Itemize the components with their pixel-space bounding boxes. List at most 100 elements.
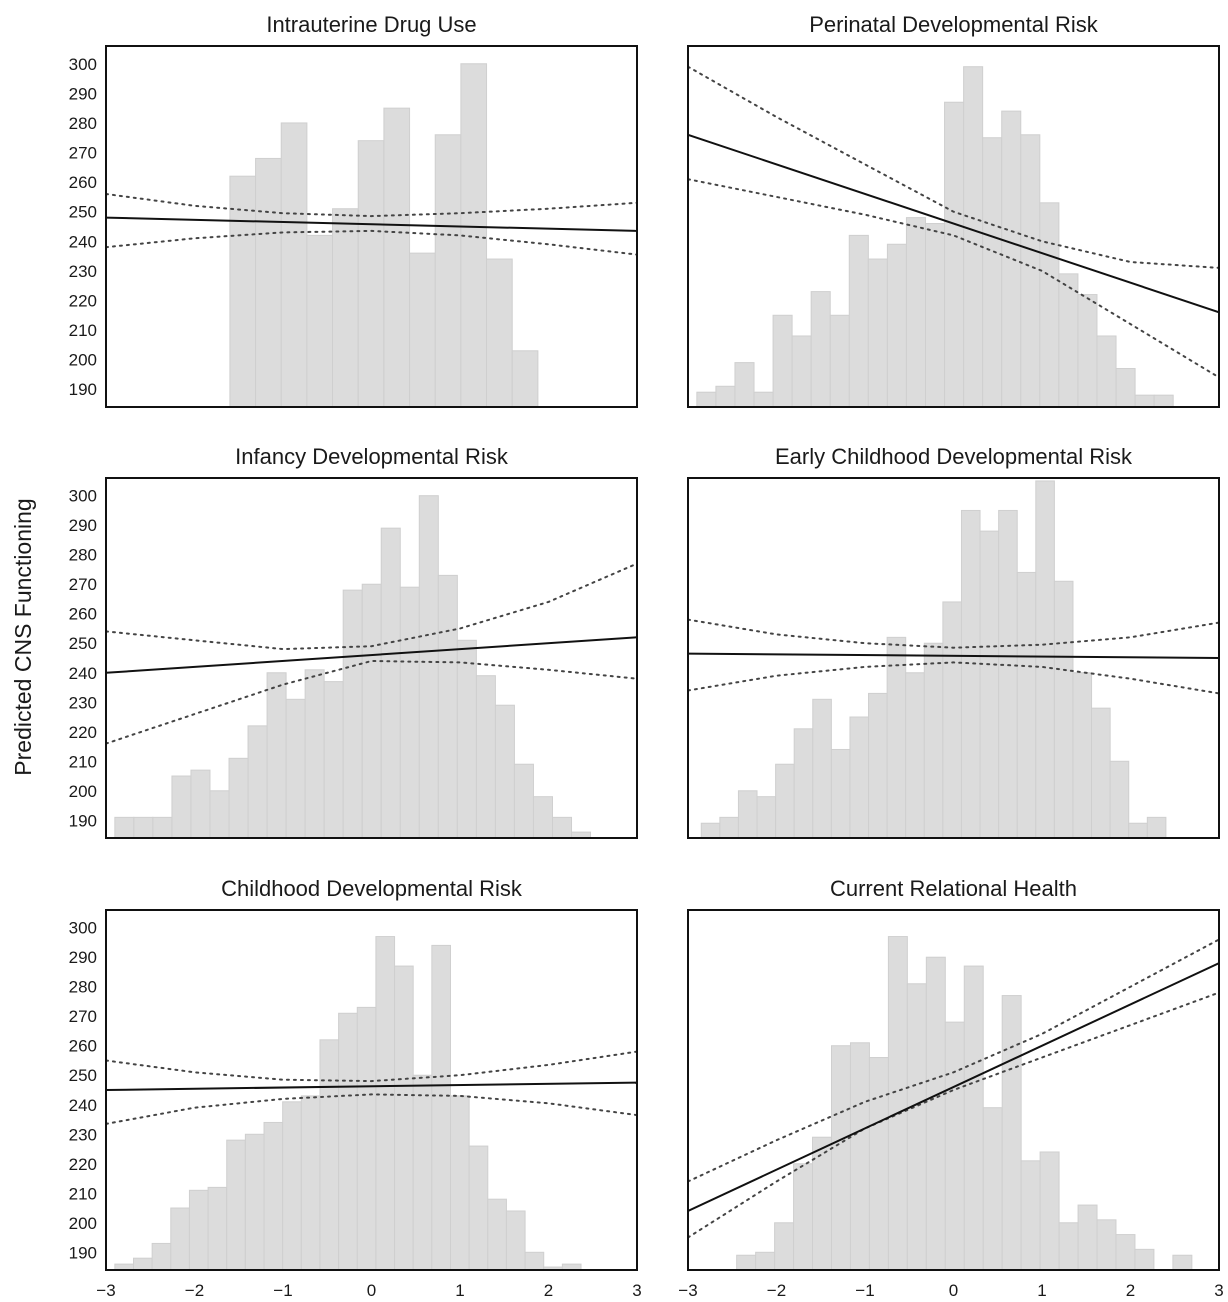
panel-1-title: Intrauterine Drug Use	[266, 12, 476, 37]
panel-4: Early Childhood Developmental Risk	[687, 444, 1220, 839]
y-tick-label: 250	[69, 203, 97, 222]
y-tick-label: 280	[69, 546, 97, 565]
histogram-bar	[867, 258, 888, 407]
y-tick-label: 300	[69, 55, 97, 74]
histogram-bar	[810, 291, 831, 407]
histogram-bar	[812, 698, 832, 838]
y-tick-label: 190	[69, 811, 97, 830]
histogram-bar	[394, 965, 414, 1270]
x-tick-label: −2	[185, 1281, 204, 1300]
histogram-bar	[487, 1198, 507, 1270]
histogram-bar	[1039, 202, 1060, 407]
y-tick-label: 230	[69, 1125, 97, 1144]
histogram-bar	[190, 769, 211, 838]
histogram-bar	[1153, 394, 1174, 407]
y-tick-label: 200	[69, 782, 97, 801]
histogram-bar	[1020, 134, 1041, 407]
histogram-bar	[1072, 672, 1093, 838]
histogram-bar	[774, 1222, 795, 1270]
histogram-bar	[133, 816, 154, 838]
histogram-bar	[775, 763, 795, 838]
y-tick-label: 240	[69, 1096, 97, 1115]
histogram-bar	[1058, 1222, 1079, 1270]
histogram-bar	[944, 1021, 965, 1270]
histogram-bar	[228, 757, 249, 838]
histogram-bar	[152, 816, 173, 838]
histogram-bar	[1115, 1234, 1136, 1270]
histogram-bar	[132, 1257, 153, 1270]
histogram-bar	[247, 725, 268, 838]
histogram-bar	[829, 314, 850, 407]
y-tick-label: 210	[69, 752, 97, 771]
histogram-bar	[736, 1254, 757, 1270]
histogram-bar	[772, 314, 793, 407]
x-tick-label: 2	[1126, 1281, 1135, 1300]
y-tick-label: 260	[69, 1037, 97, 1056]
histogram-bar	[906, 983, 927, 1270]
histogram-bar	[460, 63, 488, 407]
histogram-bar	[468, 1145, 489, 1270]
panel-2-title: Perinatal Developmental Risk	[809, 12, 1099, 37]
histogram-bar	[171, 775, 192, 838]
ci-upper-line	[688, 938, 1219, 1183]
y-tick-label: 280	[69, 114, 97, 133]
histogram-bar	[1077, 294, 1098, 407]
ci-lower-line	[688, 991, 1219, 1239]
y-tick-label: 210	[69, 321, 97, 340]
y-tick-label: 270	[69, 1007, 97, 1026]
histogram-bar	[1146, 816, 1167, 838]
histogram-bar	[753, 391, 774, 407]
ci-upper-line	[106, 193, 637, 218]
histogram-bar	[356, 1006, 377, 1270]
histogram-bar	[942, 601, 962, 838]
panel-frame	[105, 45, 638, 408]
histogram-bar	[1172, 1254, 1193, 1270]
histogram-bar	[449, 1095, 470, 1270]
y-tick-label: 290	[69, 84, 97, 103]
histogram-bar	[1077, 1204, 1098, 1270]
histogram-bar	[456, 639, 477, 838]
histogram-bar	[960, 509, 981, 838]
histogram-bar	[848, 234, 869, 407]
panel-6-title: Current Relational Health	[830, 876, 1077, 901]
histogram-bar	[300, 1095, 321, 1270]
histogram-bar	[1096, 1219, 1117, 1270]
histogram-bar	[1134, 394, 1155, 407]
histogram-bar	[524, 1251, 545, 1270]
histogram-bar	[361, 583, 382, 838]
histogram-bar	[696, 391, 717, 407]
histogram-bar	[793, 728, 814, 838]
histogram-bar	[756, 796, 777, 838]
histogram-bar	[998, 509, 1018, 838]
histogram-bar	[1001, 995, 1022, 1270]
histogram-bar	[486, 258, 513, 407]
histogram-bar	[812, 1136, 833, 1270]
histogram-bar	[1058, 273, 1079, 407]
panel-4-title: Early Childhood Developmental Risk	[775, 444, 1133, 469]
histogram-bar	[793, 1163, 814, 1270]
x-tick-label: 1	[1037, 1281, 1046, 1300]
histogram-bar	[1016, 571, 1037, 838]
y-tick-label: 190	[69, 380, 97, 399]
histogram-bar	[830, 748, 851, 838]
histogram-bar	[1001, 110, 1022, 407]
histogram-bar	[979, 530, 1000, 838]
histogram-bar	[418, 495, 439, 838]
x-tick-label: 2	[544, 1281, 553, 1300]
ci-lower-line	[106, 229, 637, 256]
y-tick-label: 230	[69, 693, 97, 712]
panel-3: Infancy Developmental Risk 190 200 210 220 23…	[69, 444, 638, 839]
histogram-bar	[925, 956, 946, 1270]
histogram-bar	[511, 350, 539, 407]
panel-5: Childhood Developmental Risk190200210220…	[69, 876, 642, 1300]
fit-line	[106, 216, 637, 232]
histogram-bar	[561, 1263, 582, 1270]
x-tick-label: −1	[273, 1281, 292, 1300]
panel-3-title: Infancy Developmental Risk	[235, 444, 509, 469]
histogram-bar	[868, 692, 888, 838]
histogram-bar	[255, 157, 282, 407]
histogram-bar	[1134, 1248, 1155, 1270]
x-tick-label: −3	[96, 1281, 115, 1300]
panel-frame	[687, 909, 1220, 1271]
histogram-bar	[755, 1251, 776, 1270]
